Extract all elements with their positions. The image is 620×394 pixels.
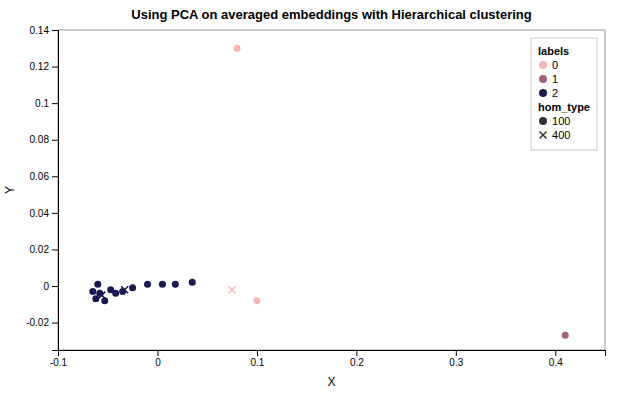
y-tick-label: 0.02 (30, 244, 50, 255)
point (89, 288, 96, 295)
x-tick-mark (157, 350, 158, 356)
y-tick-mark (52, 249, 58, 250)
y-tick: 0 (43, 281, 58, 292)
point (253, 297, 260, 304)
y-tick-mark (52, 323, 58, 324)
point (189, 279, 196, 286)
point (144, 281, 151, 288)
x-tick-mark (257, 350, 258, 356)
x-tick-label: -0.1 (50, 357, 68, 368)
x-tick-label: 0.2 (350, 357, 364, 368)
point-x (229, 286, 236, 293)
legend-swatch (540, 132, 547, 139)
x-tick-mark (356, 350, 357, 356)
point-x (121, 286, 128, 293)
legend-swatch (539, 61, 547, 69)
plot-frame (58, 30, 605, 350)
y-tick: 0.08 (30, 134, 58, 145)
y-tick-mark (52, 67, 58, 68)
y-tick: 0.06 (30, 171, 58, 182)
y-tick-label: 0.1 (35, 98, 49, 109)
y-tick: 0.14 (30, 25, 58, 36)
point (92, 295, 99, 302)
x-tick: -0.1 (50, 350, 68, 368)
legend-label: 0 (552, 59, 558, 71)
x-tick-label: 0.4 (549, 357, 563, 368)
point (562, 332, 569, 339)
y-tick-mark (52, 30, 58, 31)
x-tick-mark (456, 350, 457, 356)
y-axis: -0.02 0 0.02 0.04 0.06 0.08 0.1 0.12 0.14 (26, 25, 58, 351)
y-tick-label: 0.04 (30, 208, 50, 219)
legend-swatch (539, 89, 547, 97)
legend-label: 1 (552, 73, 558, 85)
y-axis-line (52, 31, 59, 351)
point-x (98, 292, 105, 299)
point (112, 290, 119, 297)
y-tick-label: 0.06 (30, 171, 50, 182)
point (94, 281, 101, 288)
x-tick: 0.2 (350, 350, 364, 368)
legend-swatch (539, 117, 547, 125)
x-axis: -0.1 0 0.1 0.2 0.3 0.4 (50, 350, 606, 368)
y-tick-mark (52, 213, 58, 214)
point (234, 45, 241, 52)
y-tick-label: 0.08 (30, 134, 50, 145)
legend-swatch (539, 75, 547, 83)
point (129, 284, 136, 291)
chart-title: Using PCA on averaged embeddings with Hi… (131, 7, 532, 22)
x-tick-label: 0.1 (250, 357, 264, 368)
y-tick: 0.02 (30, 244, 58, 255)
y-tick-label: -0.02 (26, 317, 49, 328)
x-tick: 0 (155, 350, 161, 368)
x-tick: 0.4 (549, 350, 563, 368)
x-tick-mark (555, 350, 556, 356)
legend-label: 100 (552, 115, 570, 127)
legend: labels 0 1 2 hom_type 100 400 (531, 38, 597, 150)
x-tick-label: 0 (155, 357, 161, 368)
y-tick-label: 0.14 (30, 25, 50, 36)
y-axis-title: Y (3, 186, 17, 194)
point (172, 281, 179, 288)
chart: -0.1 0 0.1 0.2 0.3 0.4 -0.02 0 0.02 0.04 0.06 0.08 0… (0, 0, 620, 394)
y-tick-label: 0.12 (30, 61, 50, 72)
x-axis-title: X (327, 375, 335, 389)
y-tick: 0.04 (30, 208, 58, 219)
y-tick-label: 0 (43, 281, 49, 292)
legend-title: labels (538, 45, 569, 57)
y-tick-mark (52, 103, 58, 104)
y-tick-mark (52, 140, 58, 141)
y-tick: 0.12 (30, 61, 58, 72)
y-tick: 0.1 (35, 98, 58, 109)
legend-box (531, 38, 597, 150)
legend-label: 400 (552, 129, 570, 141)
y-tick-mark (52, 286, 58, 287)
x-tick-label: 0.3 (449, 357, 463, 368)
y-tick-mark (52, 176, 58, 177)
y-tick: -0.02 (26, 317, 58, 328)
legend-title: hom_type (538, 101, 590, 113)
x-axis-line (59, 351, 606, 357)
legend-label: 2 (552, 87, 558, 99)
points (89, 45, 568, 339)
point (159, 281, 166, 288)
x-tick: 0.1 (250, 350, 264, 368)
x-tick: 0.3 (449, 350, 463, 368)
